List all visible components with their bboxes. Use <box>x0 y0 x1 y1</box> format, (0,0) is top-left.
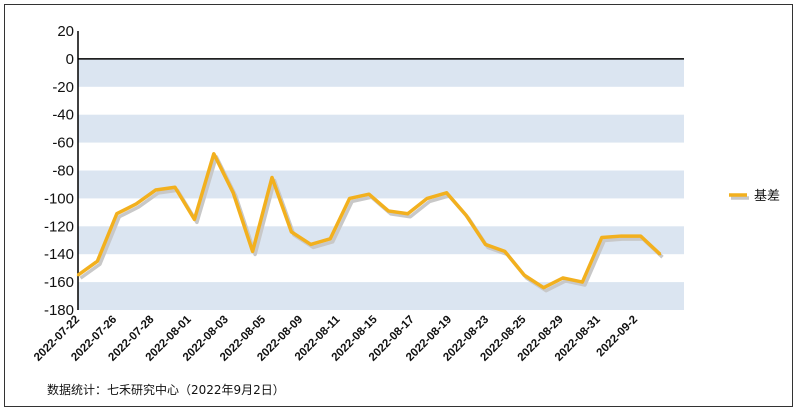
data-point <box>96 259 99 263</box>
y-tick-label: -140 <box>44 246 74 263</box>
data-point <box>135 202 138 206</box>
data-point <box>620 234 623 238</box>
x-tick-label: 2022-09-2 <box>595 314 641 360</box>
y-tick-label: -60 <box>52 135 74 152</box>
grid-band <box>78 114 684 143</box>
y-tick-label: 20 <box>57 23 74 40</box>
data-point <box>561 276 565 280</box>
data-point <box>658 253 662 256</box>
data-source-footnote: 数据统计：七禾研究中心（2022年9月2日） <box>47 383 285 397</box>
data-point <box>387 209 390 213</box>
data-point <box>600 236 603 239</box>
data-point <box>154 188 157 192</box>
y-tick-label: -100 <box>44 190 74 207</box>
data-point <box>406 212 409 215</box>
grid-band <box>78 58 684 87</box>
data-point <box>329 237 332 241</box>
data-point <box>173 186 177 189</box>
data-point <box>270 176 274 179</box>
data-point <box>251 250 254 253</box>
y-tick-label: -20 <box>52 79 74 96</box>
data-point <box>115 212 119 215</box>
grid-band <box>78 226 684 255</box>
data-point <box>581 280 584 284</box>
legend-label-basis: 基差 <box>754 189 780 204</box>
data-point <box>523 273 526 277</box>
data-point <box>426 197 429 200</box>
data-point <box>232 191 235 195</box>
data-point <box>639 234 642 238</box>
y-tick-label: -160 <box>44 274 74 291</box>
data-point <box>193 218 196 221</box>
grid-band <box>78 282 684 310</box>
data-point <box>503 250 506 253</box>
y-tick-label: -80 <box>52 163 74 180</box>
data-point <box>309 243 312 246</box>
data-point <box>76 273 80 277</box>
data-point <box>348 197 351 200</box>
data-point <box>212 152 215 155</box>
grid-band <box>78 170 684 199</box>
data-point <box>290 230 293 234</box>
data-point <box>484 243 487 246</box>
y-tick-label: -40 <box>52 107 74 124</box>
y-tick-label: -180 <box>44 302 74 319</box>
data-point <box>367 193 371 196</box>
data-point <box>445 191 448 195</box>
data-point <box>542 286 545 289</box>
y-tick-label: -120 <box>44 218 74 235</box>
y-tick-label: 0 <box>66 51 74 68</box>
data-point <box>464 213 468 217</box>
